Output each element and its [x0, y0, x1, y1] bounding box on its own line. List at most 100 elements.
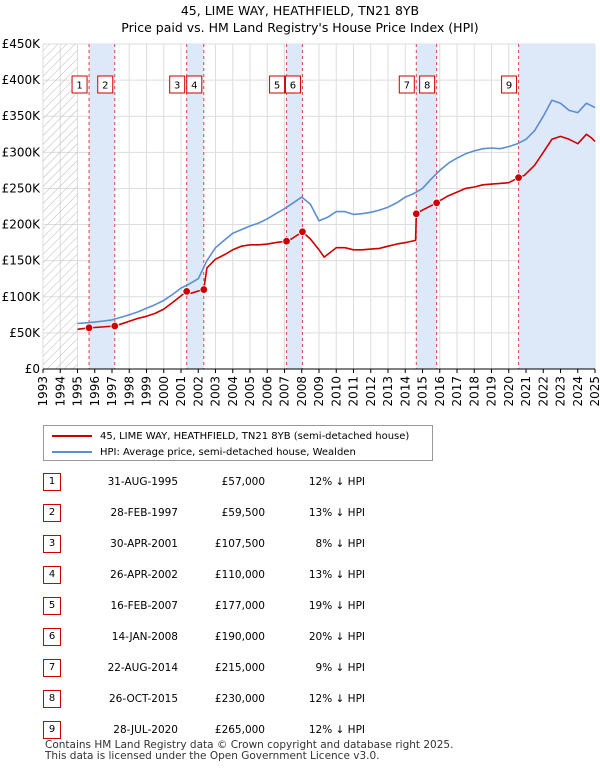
footer-line-1: Contains HM Land Registry data © Crown c…: [45, 739, 454, 751]
sale-label-box: [97, 75, 114, 94]
sale-row: 3 30-APR-2001 £107,500 8% ↓ HPI: [43, 535, 583, 557]
sale-label-6: 6: [284, 75, 301, 94]
sale-label-text: 4: [191, 81, 197, 92]
sale-point-5: [282, 236, 291, 246]
sale-price: £57,000: [221, 476, 265, 488]
y-tick-label: £450K: [2, 37, 42, 51]
ownership-shade: [518, 44, 595, 369]
sale-label-5: 5: [269, 75, 286, 94]
sale-label-text: 7: [404, 81, 410, 92]
sale-label-text: 5: [274, 81, 280, 92]
sale-label-box: [269, 75, 286, 94]
sale-date: 16-FEB-2007: [110, 600, 178, 612]
sale-row: 9 28-JUL-2020 £265,000 12% ↓ HPI: [43, 721, 583, 743]
sale-hpi-diff: 13% ↓ HPI: [308, 569, 365, 581]
y-tick-label: £350K: [2, 109, 42, 123]
y-tick-label: £150K: [2, 254, 42, 268]
sale-label-box: [501, 75, 518, 94]
sale-label-text: 1: [76, 81, 82, 92]
sale-price: £190,000: [214, 631, 265, 643]
x-tick-label: 1994: [53, 376, 67, 407]
y-tick-label: £300K: [2, 145, 42, 159]
hpi-series-line: [77, 99, 596, 325]
sale-row: 7 22-AUG-2014 £215,000 9% ↓ HPI: [43, 659, 583, 681]
footer-line-2: This data is licensed under the Open Gov…: [45, 750, 380, 762]
sale-row: 6 14-JAN-2008 £190,000 20% ↓ HPI: [43, 628, 583, 650]
sale-price: £110,000: [214, 569, 265, 581]
sale-row: 8 26-OCT-2015 £230,000 12% ↓ HPI: [43, 690, 583, 712]
x-tick-label: 2018: [467, 376, 481, 407]
x-tick-label: 2008: [295, 376, 309, 407]
x-tick-label: 2013: [381, 376, 395, 407]
x-tick-label: 1993: [36, 376, 50, 407]
y-tick-label: £400K: [2, 73, 42, 87]
legend-swatch-blue: [52, 451, 92, 453]
x-tick-label: 2020: [502, 376, 516, 407]
x-tick-label: 1998: [122, 376, 136, 407]
sale-price: £230,000: [214, 693, 265, 705]
ownership-shade: [186, 44, 204, 369]
x-tick-label: 2019: [485, 376, 499, 407]
x-tick-label: 2010: [329, 376, 343, 407]
sale-label-box: [419, 75, 436, 94]
sale-hpi-diff: 12% ↓ HPI: [308, 693, 365, 705]
sale-row: 5 16-FEB-2007 £177,000 19% ↓ HPI: [43, 597, 583, 619]
sale-date: 14-JAN-2008: [111, 631, 178, 643]
sale-hpi-diff: 19% ↓ HPI: [308, 600, 365, 612]
x-tick-label: 2001: [174, 376, 188, 407]
footer-attribution: Contains HM Land Registry data © Crown c…: [45, 740, 453, 762]
sale-point-2: [110, 321, 119, 331]
x-tick-label: 2003: [209, 376, 223, 407]
sale-point-9: [514, 173, 523, 182]
sale-label-box: [398, 75, 415, 94]
sale-number-badge: 9: [43, 721, 61, 739]
sale-hpi-diff: 12% ↓ HPI: [308, 476, 365, 488]
x-tick-label: 2005: [243, 376, 257, 407]
x-tick-label: 2017: [450, 376, 464, 407]
sale-hpi-diff: 8% ↓ HPI: [315, 538, 365, 550]
sale-row: 4 26-APR-2002 £110,000 13% ↓ HPI: [43, 566, 583, 588]
y-tick-label: £200K: [2, 218, 42, 232]
ownership-shade: [89, 44, 115, 369]
x-tick-label: 2015: [416, 376, 430, 407]
legend-label-property: 45, LIME WAY, HEATHFIELD, TN21 8YB (semi…: [100, 430, 410, 442]
y-tick-label: £250K: [2, 181, 42, 195]
y-tick-label: £0: [25, 362, 40, 376]
sale-price: £177,000: [214, 600, 265, 612]
sale-label-box: [284, 75, 301, 94]
x-tick-label: 2000: [157, 376, 171, 407]
sale-number-badge: 1: [43, 473, 61, 491]
sale-date: 28-FEB-1997: [110, 507, 178, 519]
x-tick-label: 2023: [554, 376, 568, 407]
sale-label-4: 4: [186, 75, 203, 94]
title-line-2: Price paid vs. HM Land Registry's House …: [121, 20, 479, 35]
sale-row: 1 31-AUG-1995 £57,000 12% ↓ HPI: [43, 473, 583, 495]
sale-label-1: 1: [71, 75, 88, 94]
sale-point-1: [84, 323, 94, 333]
sale-row: 2 28-FEB-1997 £59,500 13% ↓ HPI: [43, 504, 583, 526]
sale-label-text: 3: [174, 81, 180, 92]
y-tick-label: £50K: [9, 326, 41, 340]
legend-label-hpi: HPI: Average price, semi-detached house,…: [100, 446, 356, 458]
sale-price: £107,500: [214, 538, 265, 550]
sale-number-badge: 6: [43, 628, 61, 646]
sale-date: 28-JUL-2020: [113, 724, 178, 736]
x-tick-label: 2012: [364, 376, 378, 407]
sale-point-7: [412, 209, 421, 218]
sale-number-badge: 5: [43, 597, 61, 615]
sale-hpi-diff: 20% ↓ HPI: [308, 631, 365, 643]
x-tick-label: 1996: [88, 376, 102, 407]
legend-item-hpi: HPI: Average price, semi-detached house,…: [52, 444, 356, 460]
x-tick-label: 2022: [536, 376, 550, 407]
x-tick-label: 1995: [71, 376, 85, 407]
x-tick-label: 1999: [140, 376, 154, 407]
sale-number-badge: 7: [43, 659, 61, 677]
sale-point-3: [182, 287, 191, 296]
chart-title: 45, LIME WAY, HEATHFIELD, TN21 8YB Price…: [0, 2, 600, 36]
sale-point-6: [298, 227, 307, 236]
x-tick-label: 2014: [398, 376, 412, 407]
no-data-hatch: [43, 44, 78, 369]
sale-label-text: 2: [102, 81, 108, 92]
sale-label-text: 8: [424, 81, 430, 92]
sale-label-9: 9: [501, 75, 518, 94]
